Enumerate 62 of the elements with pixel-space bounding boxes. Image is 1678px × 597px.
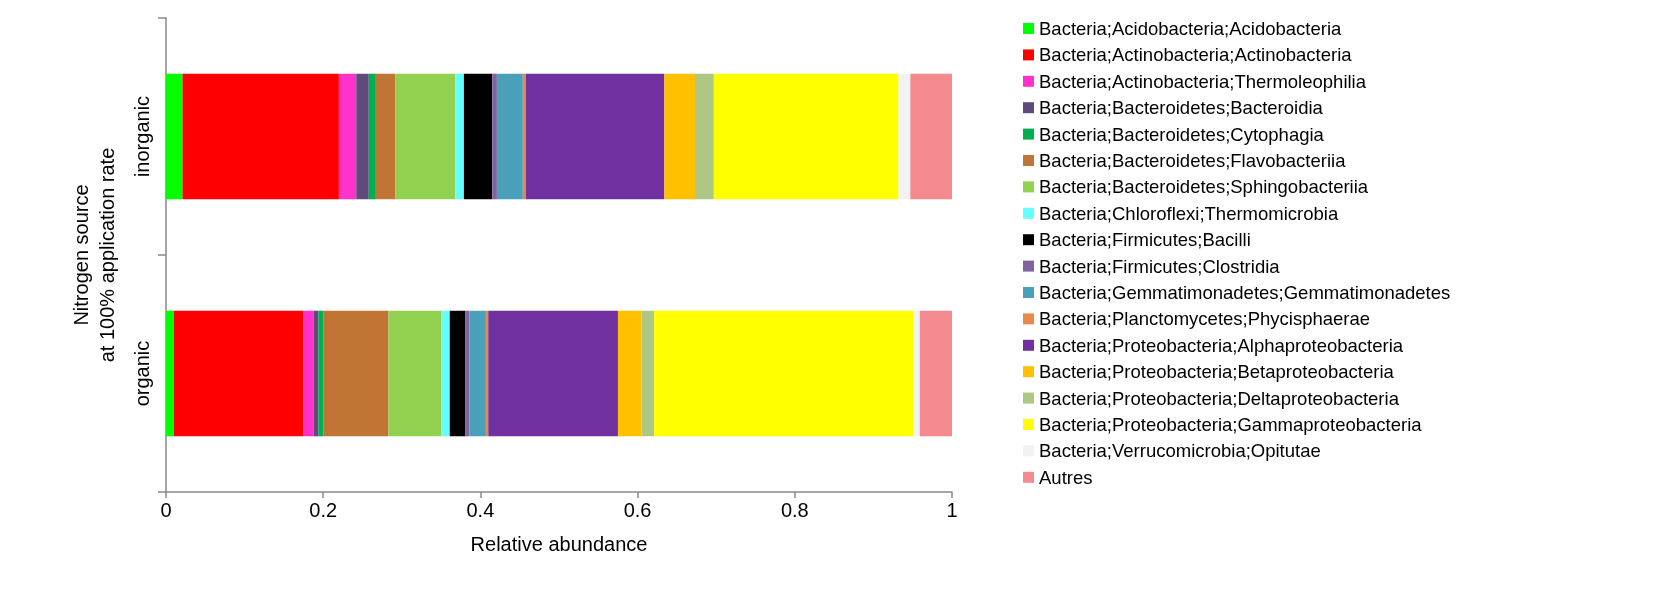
bar xyxy=(173,310,304,437)
bar xyxy=(395,73,456,200)
bar xyxy=(441,310,450,437)
bar xyxy=(694,73,714,200)
bar xyxy=(356,73,369,200)
y-axis-title: Nitrogen source at 100% application rate xyxy=(70,147,118,363)
x-axis-title: Relative abundance xyxy=(470,533,648,555)
y-tick-label: inorganic xyxy=(131,95,153,178)
bar xyxy=(522,73,526,200)
legend-label: Bacteria;Actinobacteria;Actinobacteria xyxy=(1039,44,1353,66)
bar xyxy=(166,73,183,200)
bar xyxy=(388,310,442,437)
legend-label: Bacteria;Bacteroidetes;Sphingobacteriia xyxy=(1039,176,1369,198)
x-tick-label: 0.4 xyxy=(466,499,495,521)
legend-label: Bacteria;Bacteroidetes;Cytophagia xyxy=(1039,123,1325,145)
legend-label: Bacteria;Proteobacteria;Alphaproteobacteria xyxy=(1039,334,1404,356)
bar xyxy=(898,73,911,200)
x-tick-label: 0 xyxy=(160,499,172,521)
bar xyxy=(617,310,642,437)
legend-label: Bacteria;Planctomycetes;Phycisphaerae xyxy=(1039,308,1371,330)
bar xyxy=(664,73,695,200)
bar xyxy=(465,310,470,437)
legend-label: Bacteria;Acidobacteria;Acidobacteria xyxy=(1039,18,1343,39)
legend-label: Bacteria;Actinobacteria;Thermoleophilia xyxy=(1039,70,1367,92)
bar xyxy=(338,73,357,200)
legend-label: Bacteria;Proteobacteria;Betaproteobacteria xyxy=(1039,361,1395,383)
bar xyxy=(910,73,952,200)
legend-label: Autres xyxy=(1039,466,1093,488)
legend-label: Bacteria;Verrucomicrobia;Opitutae xyxy=(1039,440,1321,462)
bar xyxy=(919,310,952,437)
legend-label: Bacteria;Bacteroidetes;Bacteroidia xyxy=(1039,97,1324,119)
legend-label: Bacteria;Gemmatimonadetes;Gemmatimonadetes xyxy=(1039,282,1451,303)
bar xyxy=(455,73,464,200)
bar xyxy=(368,73,376,200)
y-tick-label: organic xyxy=(131,340,153,407)
bar xyxy=(318,310,324,437)
bar xyxy=(525,73,665,200)
x-tick-label: 0.2 xyxy=(309,499,338,521)
bar xyxy=(166,310,174,437)
bar xyxy=(641,310,655,437)
bar xyxy=(182,73,339,200)
legend-label: Bacteria;Firmicutes;Clostridia xyxy=(1039,255,1281,277)
legend-label: Bacteria;Chloroflexi;Thermomicrobia xyxy=(1039,202,1339,224)
bar xyxy=(913,310,920,437)
x-tick-label: 1 xyxy=(946,499,958,521)
bar xyxy=(654,310,914,437)
bar xyxy=(496,73,523,200)
bar xyxy=(323,310,389,437)
bar xyxy=(375,73,396,200)
legend-label: Bacteria;Proteobacteria;Gammaproteobacteria xyxy=(1039,414,1423,435)
x-tick-label: 0.6 xyxy=(623,499,652,521)
bar xyxy=(303,310,314,437)
bar xyxy=(449,310,466,437)
x-tick-label: 0.8 xyxy=(780,499,809,521)
legend-label: Bacteria;Firmicutes;Bacilli xyxy=(1039,229,1251,251)
legend-label: Bacteria;Proteobacteria;Deltaproteobacteria xyxy=(1039,387,1400,409)
bar xyxy=(469,310,486,437)
bar xyxy=(463,73,493,200)
bar xyxy=(492,73,497,200)
bar xyxy=(713,73,899,200)
bar xyxy=(488,310,618,437)
legend-label: Bacteria;Bacteroidetes;Flavobacteriia xyxy=(1039,150,1347,171)
